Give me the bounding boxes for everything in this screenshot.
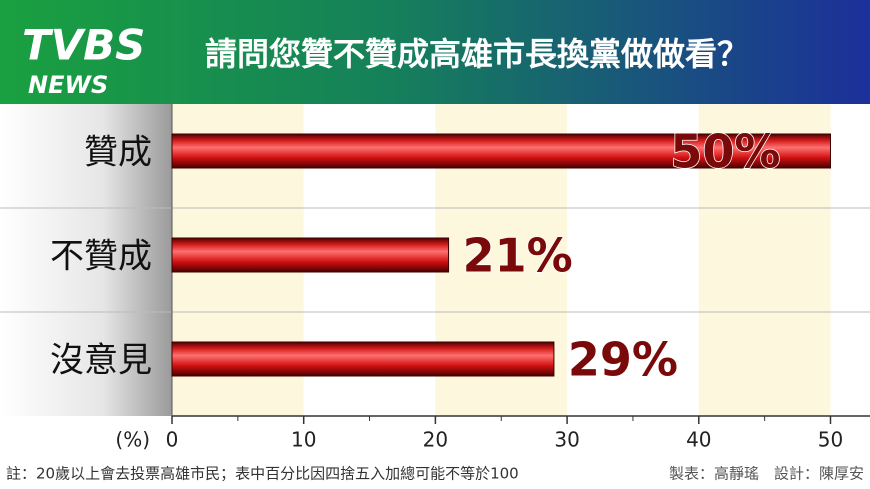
category-panel (0, 104, 172, 416)
category-label: 贊成 (84, 133, 152, 173)
bar (171, 237, 450, 273)
category-label: 沒意見 (50, 341, 152, 381)
chart-title: 請問您贊不贊成高雄市長換黨做做看？ (205, 35, 749, 73)
x-tick-label: 30 (554, 428, 579, 452)
x-axis-label: (%) (115, 428, 150, 452)
x-tick-label: 50 (818, 428, 843, 452)
bar (171, 341, 555, 377)
credits: 製表：高靜瑤 設計：陳厚安 (669, 465, 864, 483)
header (0, 0, 870, 104)
logo: TVBS (22, 21, 145, 70)
value-label: 29% (568, 333, 678, 387)
x-tick-label: 20 (423, 428, 448, 452)
value-label: 50% (670, 125, 780, 179)
category-label: 不贊成 (50, 237, 152, 277)
note: 註：20歲以上會去投票高雄市民；表中百分比因四捨五入加總可能不等於100 (6, 465, 519, 483)
bar (171, 133, 831, 169)
value-label: 21% (463, 229, 573, 283)
x-tick-label: 0 (166, 428, 179, 452)
x-tick-label: 10 (291, 428, 316, 452)
x-tick-label: 40 (686, 428, 711, 452)
plot: 0 10 20 30 40 50 贊成 50% 不贊成 21% 沒意見 29% (0, 104, 870, 452)
logo-sub: NEWS (28, 71, 108, 99)
